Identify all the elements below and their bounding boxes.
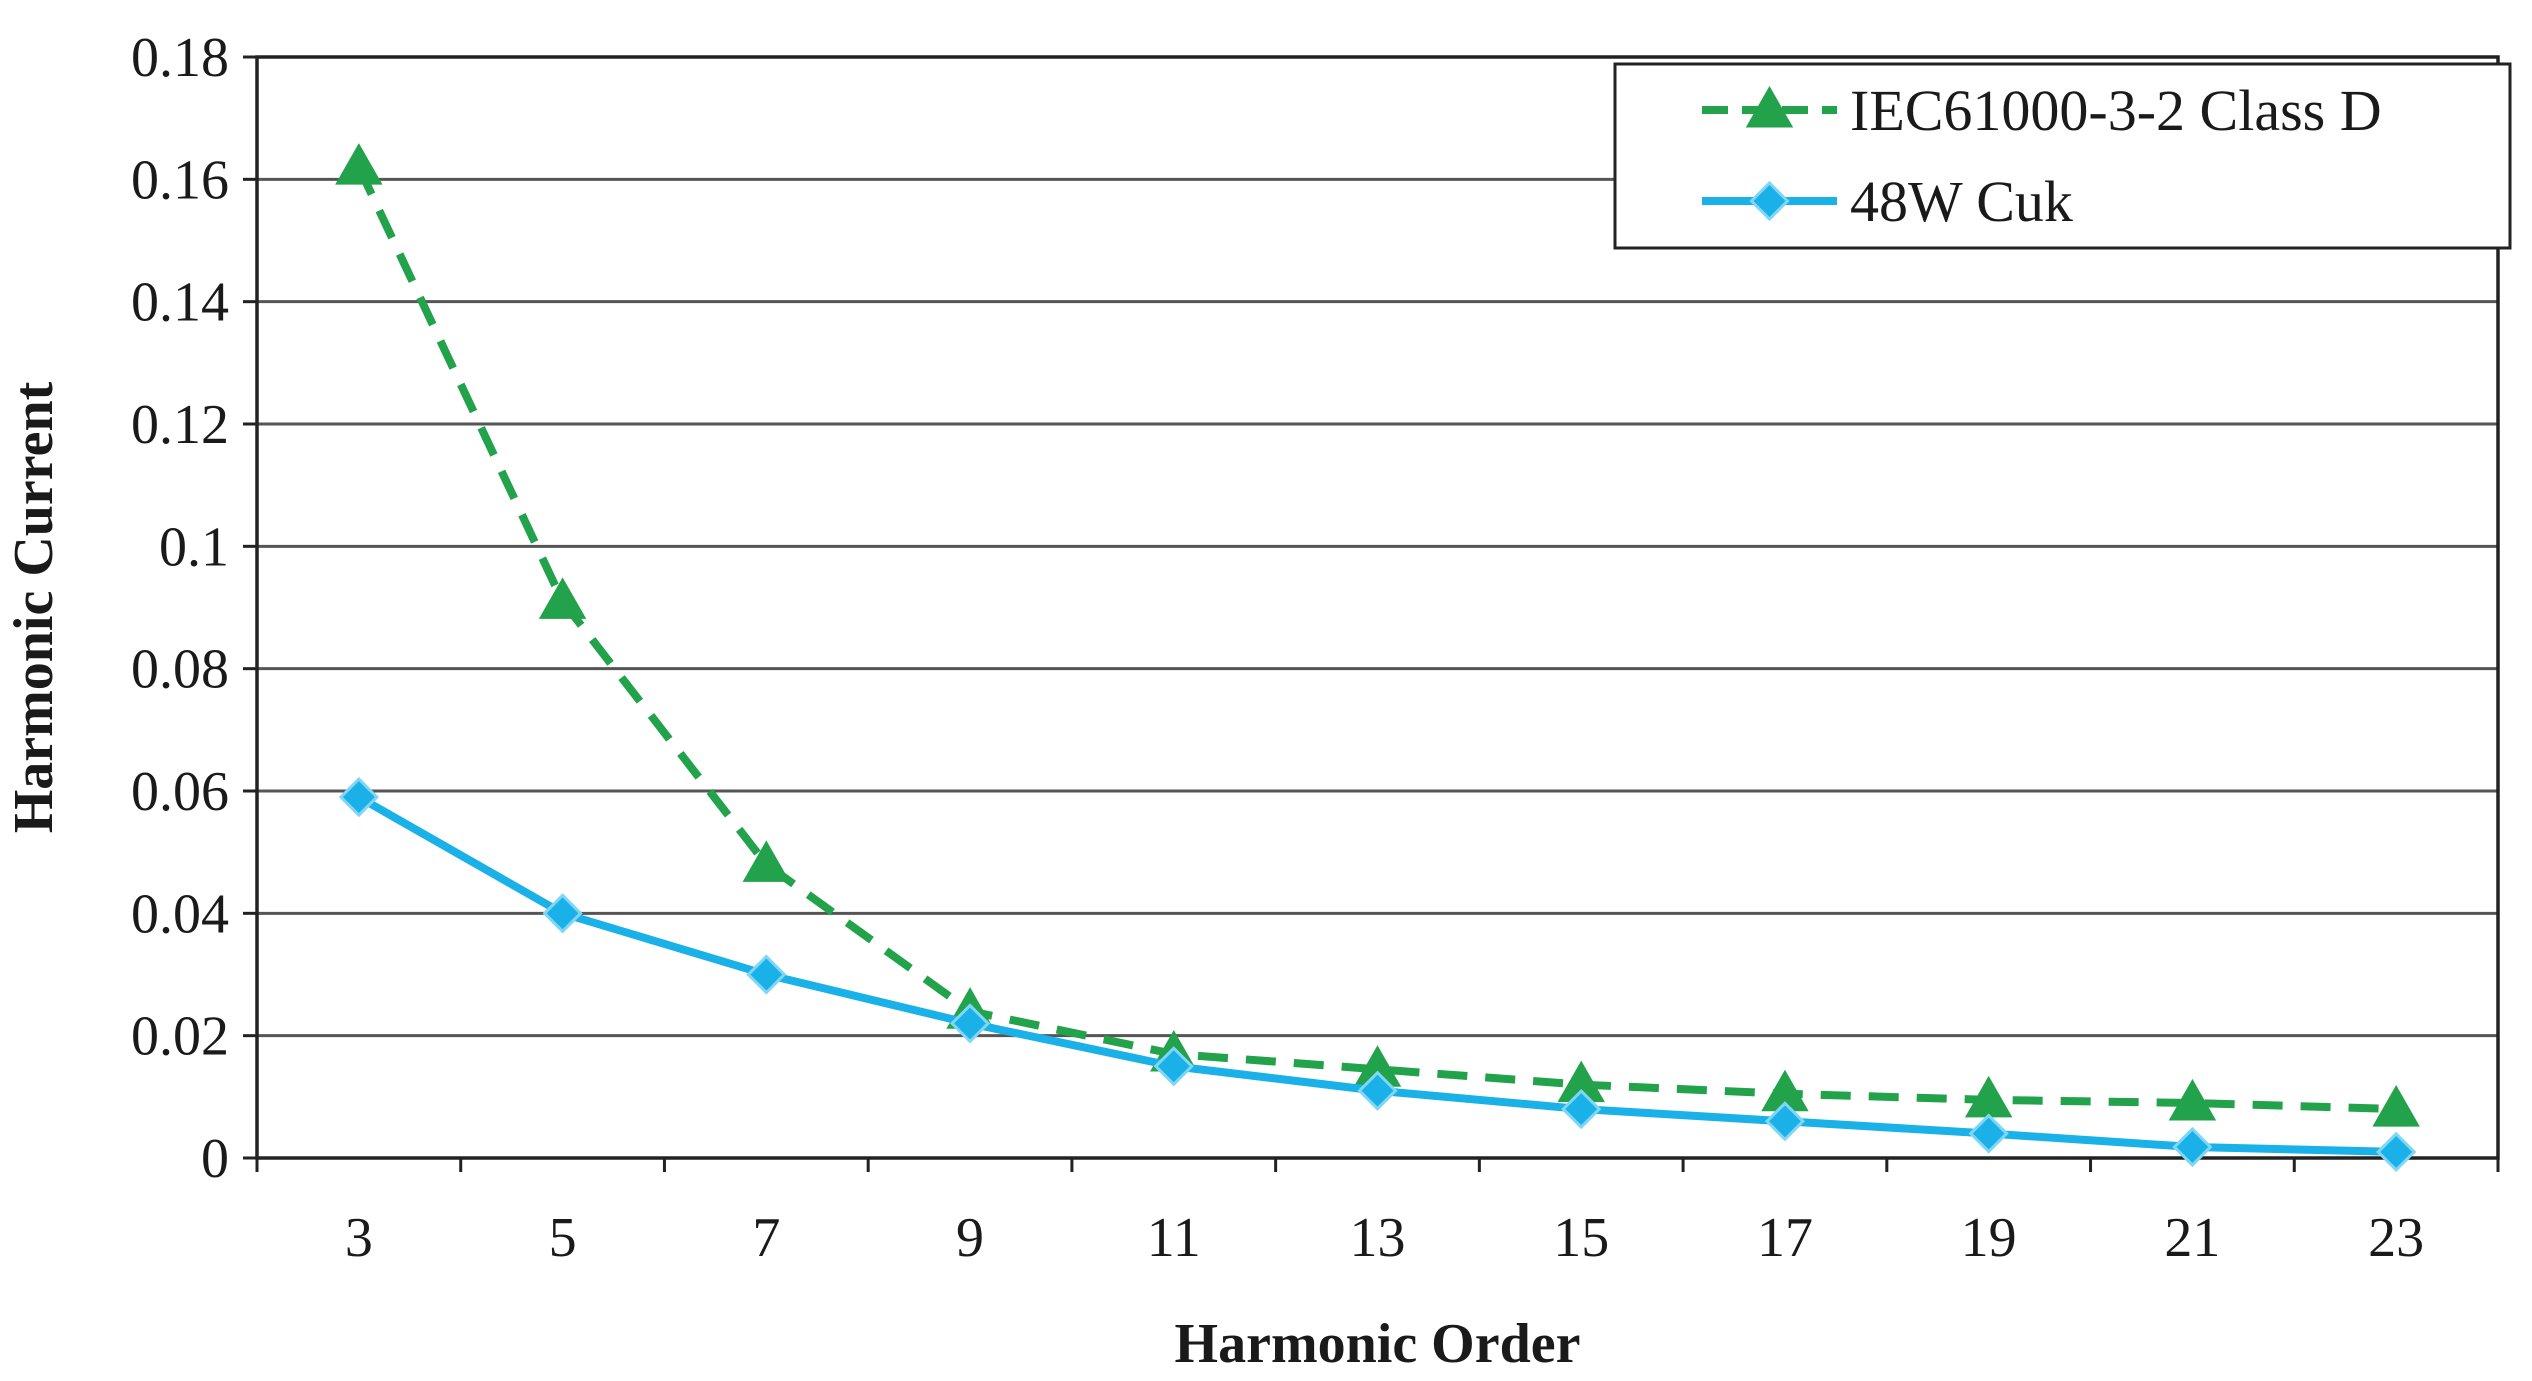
y-tick-label: 0.14 <box>131 272 229 334</box>
y-tick-label: 0.12 <box>131 394 229 456</box>
data-point <box>2376 1131 2417 1173</box>
data-point <box>2168 1078 2217 1121</box>
data-point <box>746 954 787 995</box>
x-tick-label: 21 <box>2164 1207 2220 1269</box>
x-tick-label: 23 <box>2368 1207 2424 1269</box>
x-tick-label: 7 <box>752 1207 780 1269</box>
y-tick-label: 0.18 <box>131 27 229 89</box>
legend-label-iec-limit: IEC61000-3-2 Class D <box>1850 78 2382 143</box>
plot-frame <box>255 55 2500 1160</box>
data-point <box>1561 1088 1602 1130</box>
y-tick-label: 0.08 <box>131 639 229 701</box>
data-point <box>1357 1070 1398 1111</box>
legend-marker <box>1745 85 1794 128</box>
legend: IEC61000-3-2 Class D 48W Cuk <box>1613 62 2512 250</box>
series-iec-limit <box>335 143 2420 1127</box>
y-tick-label: 0 <box>201 1128 229 1190</box>
data-point <box>1153 1046 1194 1087</box>
x-tick-label: 17 <box>1757 1207 1813 1269</box>
data-point <box>1764 1101 1806 1142</box>
y-tick-label: 0.06 <box>131 761 229 823</box>
x-tick-label: 11 <box>1147 1207 1201 1269</box>
y-axis-title: Harmonic Current <box>3 381 65 833</box>
y-tick-label: 0.1 <box>159 516 229 578</box>
data-point <box>538 577 587 619</box>
data-point <box>335 143 383 185</box>
data-point <box>742 840 791 882</box>
data-point <box>2172 1126 2213 1168</box>
data-point <box>2372 1085 2420 1127</box>
y-tick-label: 0.16 <box>131 149 229 211</box>
series-group <box>335 143 2420 1173</box>
legend-box <box>1613 62 2512 250</box>
series-line <box>355 165 2397 1114</box>
data-point <box>1968 1113 2009 1154</box>
x-axis-title: Harmonic Order <box>1175 1313 1581 1375</box>
x-tick-label: 3 <box>345 1207 373 1269</box>
y-tick-label: 0.04 <box>131 883 229 945</box>
x-tick-label: 15 <box>1553 1207 1609 1269</box>
x-tick-label: 13 <box>1350 1207 1406 1269</box>
x-tick-label: 9 <box>956 1207 984 1269</box>
legend-label-48w-cuk: 48W Cuk <box>1850 169 2073 234</box>
axes: 0 0.02 0.04 0.06 0.08 0.1 0.12 0.14 0.16 0.18 3 5 7 9… <box>131 27 2500 1269</box>
data-point <box>949 1003 991 1044</box>
legend-marker <box>1749 180 1790 222</box>
y-tick-label: 0.02 <box>131 1006 229 1068</box>
data-point <box>542 893 583 934</box>
series-48w-cuk <box>338 776 2417 1173</box>
data-point <box>338 776 379 818</box>
x-tick-label: 5 <box>549 1207 577 1269</box>
x-tick-label: 19 <box>1961 1207 2017 1269</box>
